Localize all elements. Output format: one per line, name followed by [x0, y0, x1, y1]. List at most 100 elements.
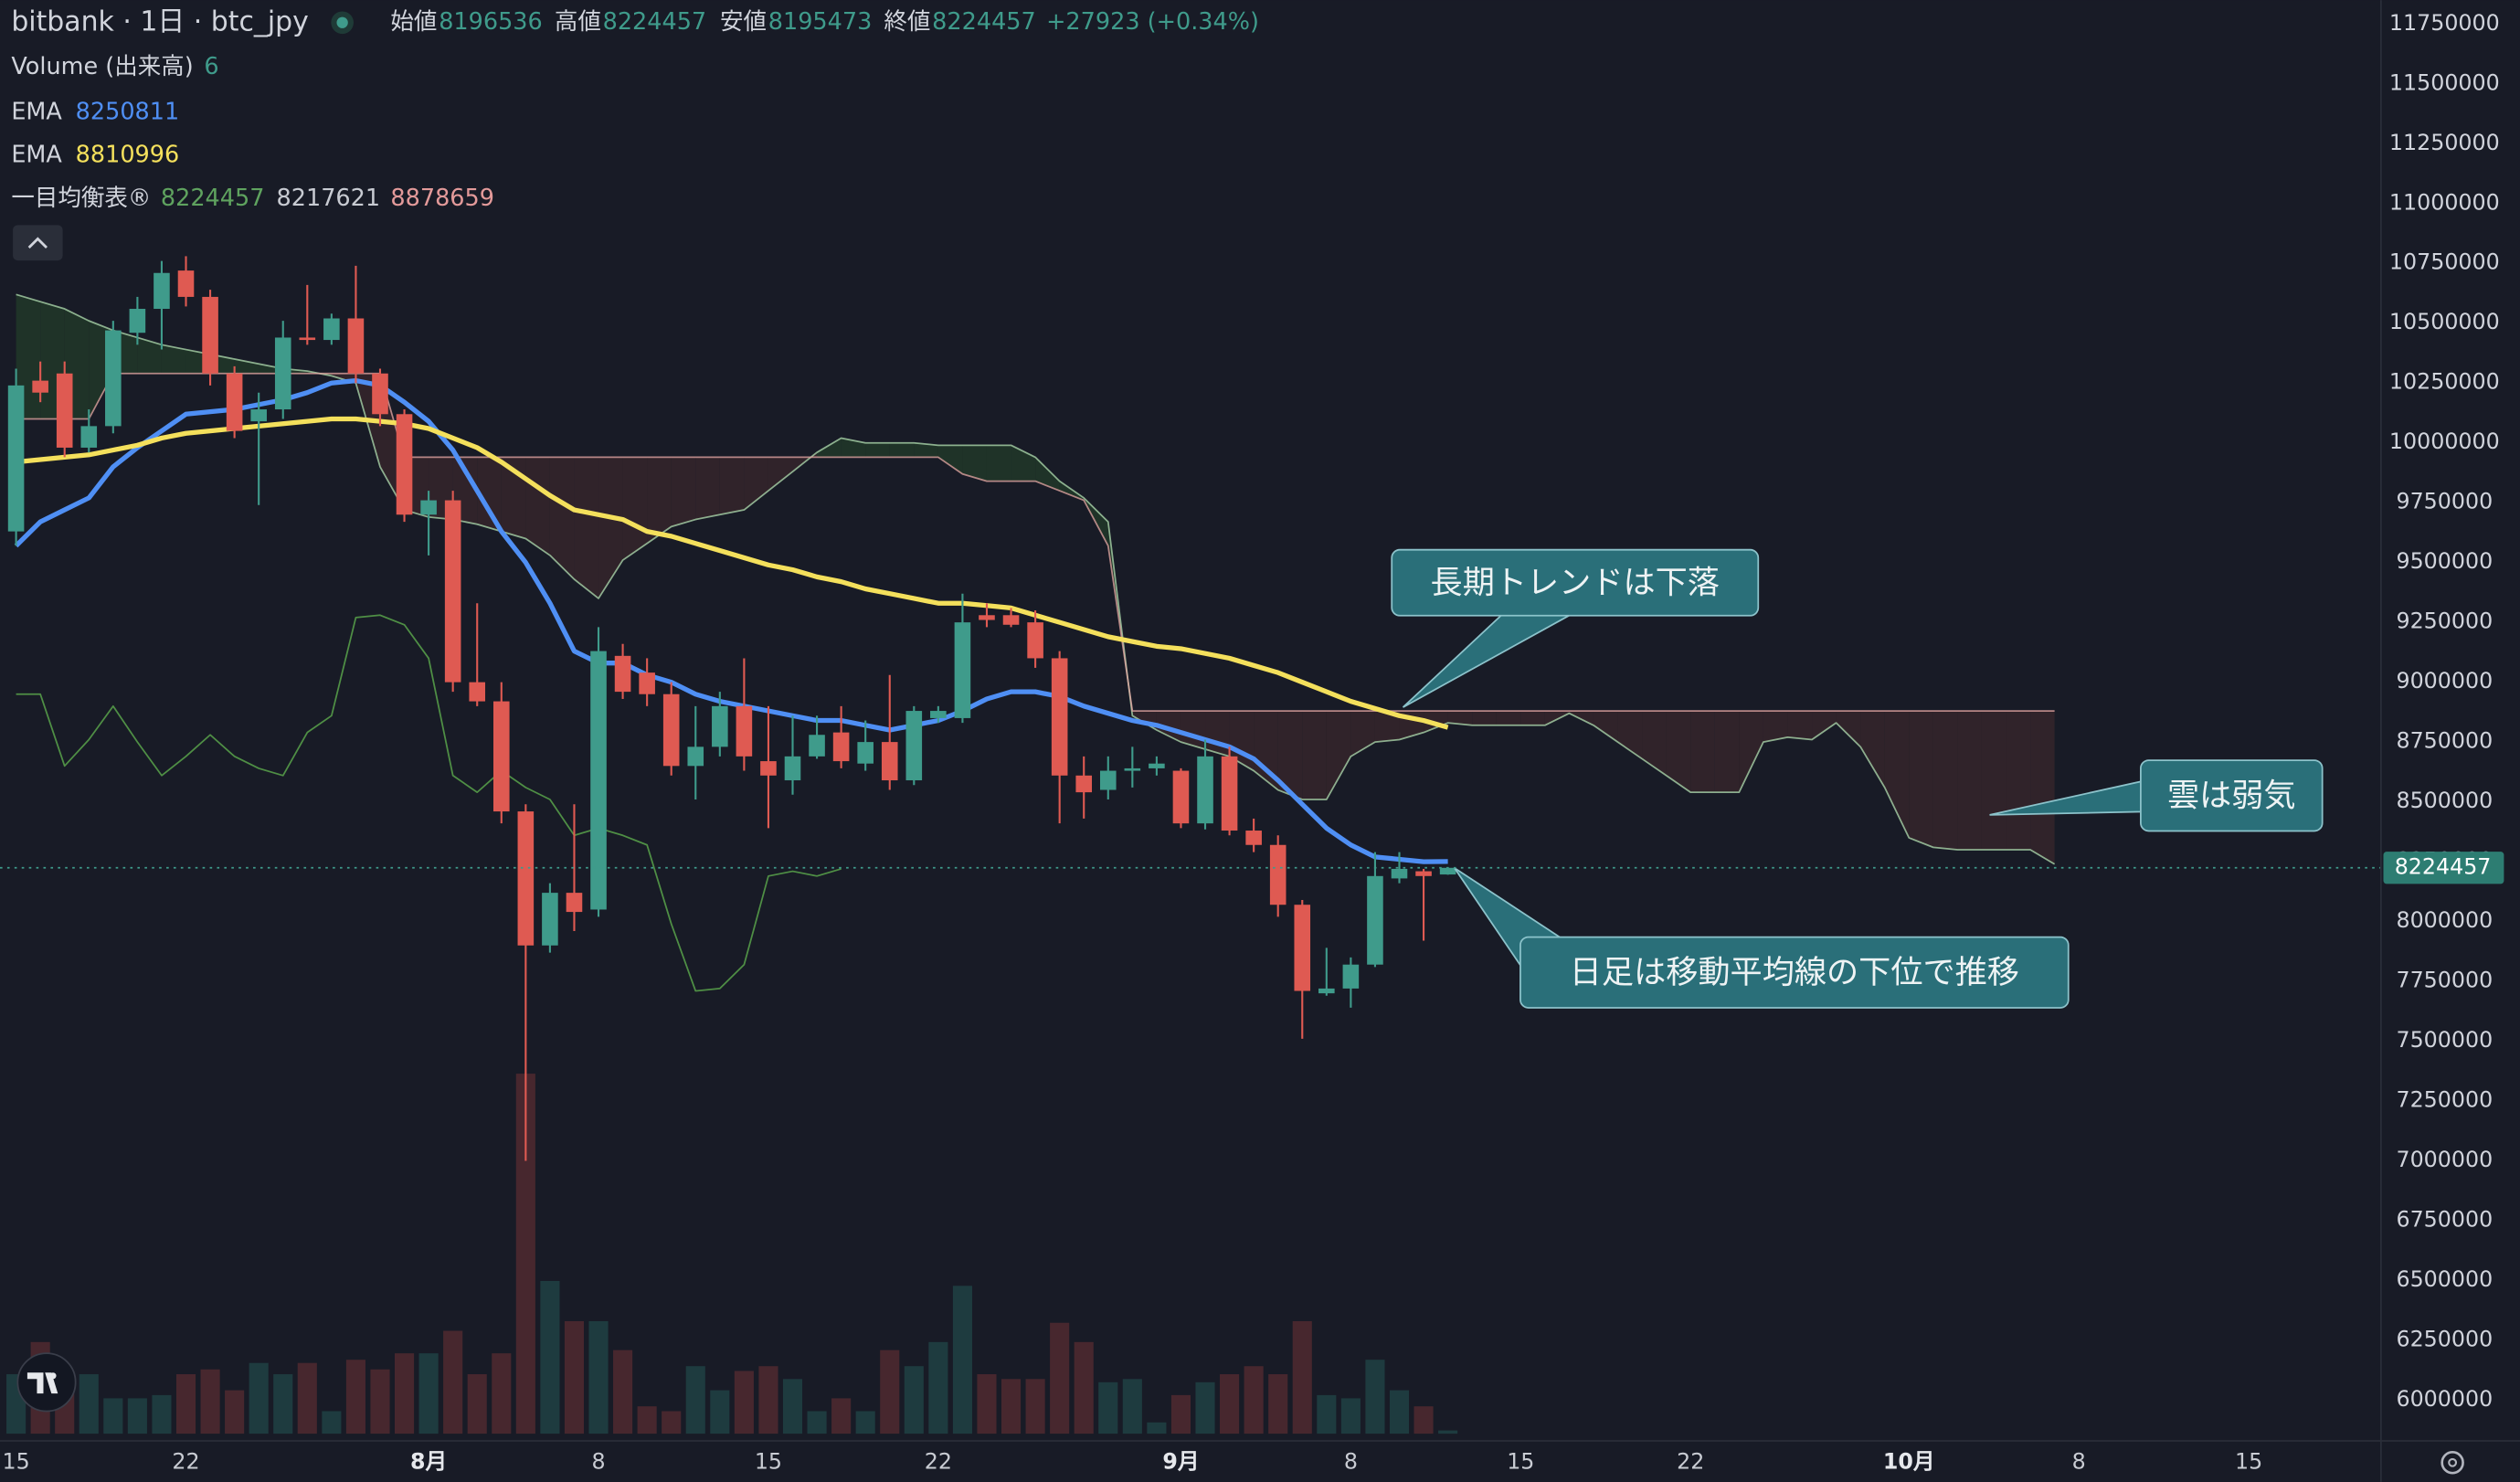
candle-body [492, 701, 510, 812]
volume-bar [831, 1398, 852, 1434]
candle-body [1221, 756, 1238, 831]
volume-bar [1244, 1366, 1264, 1434]
cloud-segment [574, 457, 599, 598]
volume-bar [200, 1369, 220, 1434]
cloud-segment [865, 442, 890, 458]
volume-bar [492, 1353, 512, 1434]
candle-body [1002, 615, 1020, 625]
candle-body [154, 272, 170, 310]
candle-body [129, 309, 146, 333]
candle-body [1197, 756, 1213, 824]
candle-body [1269, 844, 1286, 905]
volume-bar [1268, 1374, 1288, 1434]
cloud-segment [1277, 711, 1303, 799]
settings-button[interactable] [2441, 1451, 2464, 1475]
change-value: +27923 (+0.34%) [1046, 8, 1259, 36]
volume-bar [952, 1286, 972, 1434]
volume-bar [1050, 1322, 1070, 1434]
volume-bar [1147, 1422, 1167, 1434]
candle-body [56, 373, 73, 448]
ohlc-label: 高値 [555, 8, 601, 36]
cloud-segment [671, 457, 696, 527]
y-tick-label: 7000000 [2396, 1147, 2493, 1172]
cloud-segment [1957, 711, 1982, 850]
y-tick-label: 8500000 [2396, 788, 2493, 813]
volume-bar [345, 1360, 365, 1434]
y-tick-label: 10750000 [2389, 249, 2500, 275]
candle-body [832, 732, 850, 762]
y-tick-label: 6500000 [2396, 1266, 2493, 1292]
logo-mark [49, 1372, 57, 1380]
cloud-segment [161, 344, 186, 374]
candle-body [202, 296, 218, 374]
collapse-icon [27, 237, 48, 249]
volume-bar [1317, 1394, 1337, 1434]
ema-line [14, 377, 1448, 864]
candle-body [566, 893, 583, 913]
candle-body [274, 337, 291, 410]
cloud-segment [1739, 711, 1763, 793]
candle-body [444, 500, 461, 683]
cloud-segment [549, 457, 575, 580]
cloud-segment [598, 457, 623, 598]
candle-body [1051, 658, 1068, 776]
x-tick-label: 15 [755, 1448, 782, 1474]
cloud-layer [16, 293, 2056, 992]
settings-icon [2441, 1451, 2464, 1475]
cloud-segment [817, 438, 842, 458]
volume-bar [443, 1330, 463, 1434]
y-tick-label: 6000000 [2396, 1386, 2493, 1412]
candle-body [954, 622, 971, 718]
candle-body [226, 373, 243, 431]
candle-body [1124, 767, 1141, 771]
line-layer [14, 377, 1449, 864]
cloud-segment [647, 457, 672, 544]
lagging-line [16, 614, 842, 992]
cloud-segment [1254, 711, 1278, 790]
volume-bar [685, 1366, 705, 1434]
cloud-segment [234, 359, 259, 374]
candle-body [1415, 871, 1432, 876]
cloud-segment [1714, 711, 1740, 793]
volume-bar [515, 1074, 535, 1434]
cloud-segment [1496, 711, 1521, 725]
x-tick-label: 15 [2, 1448, 29, 1474]
candle-body [469, 682, 486, 702]
volume-bar [1365, 1360, 1385, 1434]
volume-bar [734, 1371, 754, 1434]
candle-body [1318, 988, 1335, 994]
annotation-text: 雲は弱気 [2167, 778, 2296, 815]
cloud-segment [986, 445, 1011, 482]
last-price-tag [2383, 852, 2504, 884]
y-tick-label: 11500000 [2389, 69, 2500, 95]
tradingview-logo[interactable] [16, 1352, 77, 1413]
candle-body [396, 414, 413, 515]
y-tick-label: 10000000 [2389, 429, 2500, 454]
volume-bar [249, 1362, 269, 1434]
y-tick-label: 8750000 [2396, 728, 2493, 754]
volume-bar [637, 1406, 657, 1434]
volume-bar [1025, 1379, 1045, 1434]
cloud-segment [962, 445, 987, 482]
volume-bar [782, 1379, 803, 1434]
x-tick-label: 8 [591, 1448, 605, 1474]
annotation-text: 長期トレンドは下落 [1431, 565, 1720, 602]
candle-body [857, 742, 874, 764]
cloud-segment [768, 457, 793, 492]
axis-layer: 6000000 6250000 6500000 6750000 7000000 72500… [0, 10, 2504, 1474]
volume-bar [880, 1350, 900, 1434]
volume-bar [467, 1374, 487, 1434]
legend-name: 一目均衡表® [11, 185, 151, 212]
cloud-segment [1472, 711, 1497, 725]
volume-bar [79, 1374, 99, 1434]
collapse-button[interactable] [13, 225, 63, 261]
volume-bar [273, 1374, 293, 1434]
x-tick-label: 8月 [410, 1448, 447, 1474]
volume-bar [394, 1353, 415, 1434]
cloud-segment [841, 438, 866, 458]
candle-body [1391, 868, 1408, 879]
cloud-segment [622, 457, 648, 561]
logo-mark [26, 1372, 58, 1394]
candle-body [80, 426, 98, 448]
